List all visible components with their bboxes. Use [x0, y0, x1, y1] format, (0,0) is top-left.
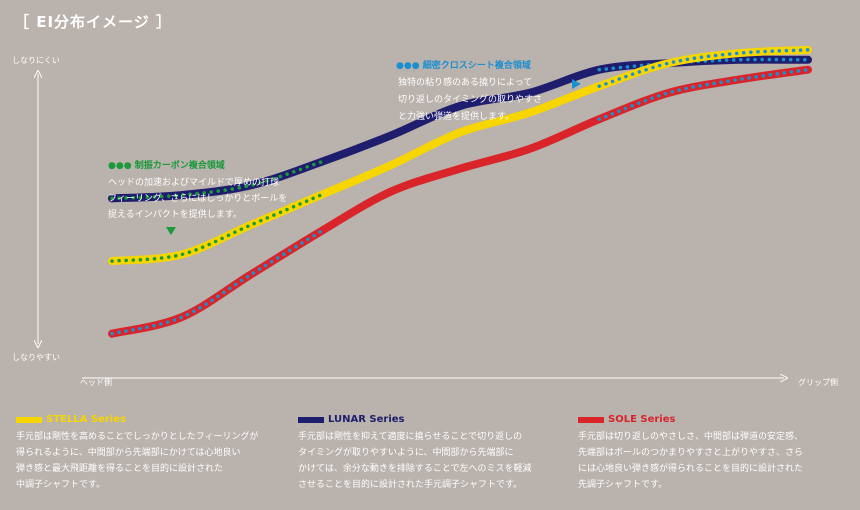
annotation-cross-line-2: 切り返しのタイミングの取りやすさ	[398, 93, 542, 105]
annotation-damping-line-1: ヘッドの加速およびマイルドで厚めの打球	[108, 176, 279, 188]
page-title: ［ EI分布イメージ ］	[14, 13, 172, 31]
annotation-damping-heading: ●●● 制振カーボン複合領域	[108, 159, 225, 171]
y-axis-bottom-label: しなりやすい	[12, 353, 60, 362]
legend-stella-line-2: 得られるように、中間部から先端部にかけては心地良い	[16, 448, 241, 458]
legend-sole-line-4: 先調子シャフトです。	[578, 480, 668, 490]
sole-series-composite-dots-1	[597, 67, 810, 121]
legend-lunar-line-3: かけては、余分な動きを排除することで左へのミスを軽減	[298, 464, 532, 474]
legend-lunar-line-2: タイミングが取りやすいように、中間部から先端部に	[298, 448, 514, 458]
legend-lunar-line-4: させることを目的に設計された手元調子シャフトです。	[298, 480, 523, 490]
stella-series-line	[108, 45, 812, 266]
legend-lunar-line-1: 手元部は剛性を抑えて適度に撓らせることで切り返しの	[298, 432, 523, 442]
legend-stella-line-4: 中調子シャフトです。	[16, 480, 106, 490]
annotation-damping-carbon: ●●● 制振カーボン複合領域 ヘッドの加速およびマイルドで厚めの打球 フィーリン…	[108, 159, 287, 235]
annotation-cross-sheet: ●●● 細密クロスシート複合領域 独特の粘り感のある撓りによって 切り返しのタイ…	[396, 59, 581, 122]
sole-series-composite-dots-0	[110, 229, 323, 336]
stella-swatch	[16, 416, 42, 423]
lunar-swatch	[298, 416, 324, 423]
annotation-cross-line-1: 独特の粘り感のある撓りによって	[398, 76, 532, 88]
legend-sole-name: SOLE Series	[608, 414, 676, 425]
series-layer	[108, 45, 812, 338]
annotation-damping-line-3: 捉えるインパクトを提供します。	[108, 208, 242, 220]
legend-stella-line-3: 弾き感と最大飛距離を得ることを目的に設計された	[16, 464, 224, 474]
legend-stella: STELLA Series 手元部は剛性を高めることでしっかりとしたフィーリング…	[16, 414, 284, 493]
ei-distribution-chart: しなりにくい しなりやすい ヘッド側 グリップ側 ●●● 制振カーボン複合領域 …	[12, 45, 838, 387]
annotation-damping-line-2: フィーリング、さらにはしっかりとボールを	[108, 192, 287, 204]
legend-lunar-name: LUNAR Series	[328, 414, 405, 425]
annotation-cross-line-3: と力強い弾道を提供します。	[398, 110, 514, 122]
legend-stella-name: STELLA Series	[46, 414, 126, 425]
sole-swatch	[578, 416, 604, 423]
right-triangle-icon	[572, 79, 581, 89]
y-axis-top-label: しなりにくい	[12, 56, 60, 65]
legend-lunar: LUNAR Series 手元部は剛性を抑えて適度に撓らせることで切り返しの タ…	[298, 414, 566, 493]
x-axis-left-label: ヘッド側	[80, 377, 112, 387]
legend-sole: SOLE Series 手元部は切り返しのやさしさ、中間部は弾道の安定感、 先端…	[578, 414, 846, 493]
down-triangle-icon	[166, 227, 176, 235]
legend-sole-line-1: 手元部は切り返しのやさしさ、中間部は弾道の安定感、	[578, 432, 804, 442]
x-axis-right-label: グリップ側	[798, 377, 838, 387]
legend-sole-line-3: には心地良い弾き感が得られることを目的に設計された	[578, 464, 804, 474]
annotation-cross-heading: ●●● 細密クロスシート複合領域	[396, 59, 531, 71]
stella-series-composite-dots-0	[110, 193, 323, 263]
legend-stella-line-1: 手元部は剛性を高めることでしっかりとしたフィーリングが	[16, 432, 259, 442]
legend-sole-line-2: 先端部はボールのつかまりやすさと上がりやすさ、さら	[578, 448, 804, 458]
